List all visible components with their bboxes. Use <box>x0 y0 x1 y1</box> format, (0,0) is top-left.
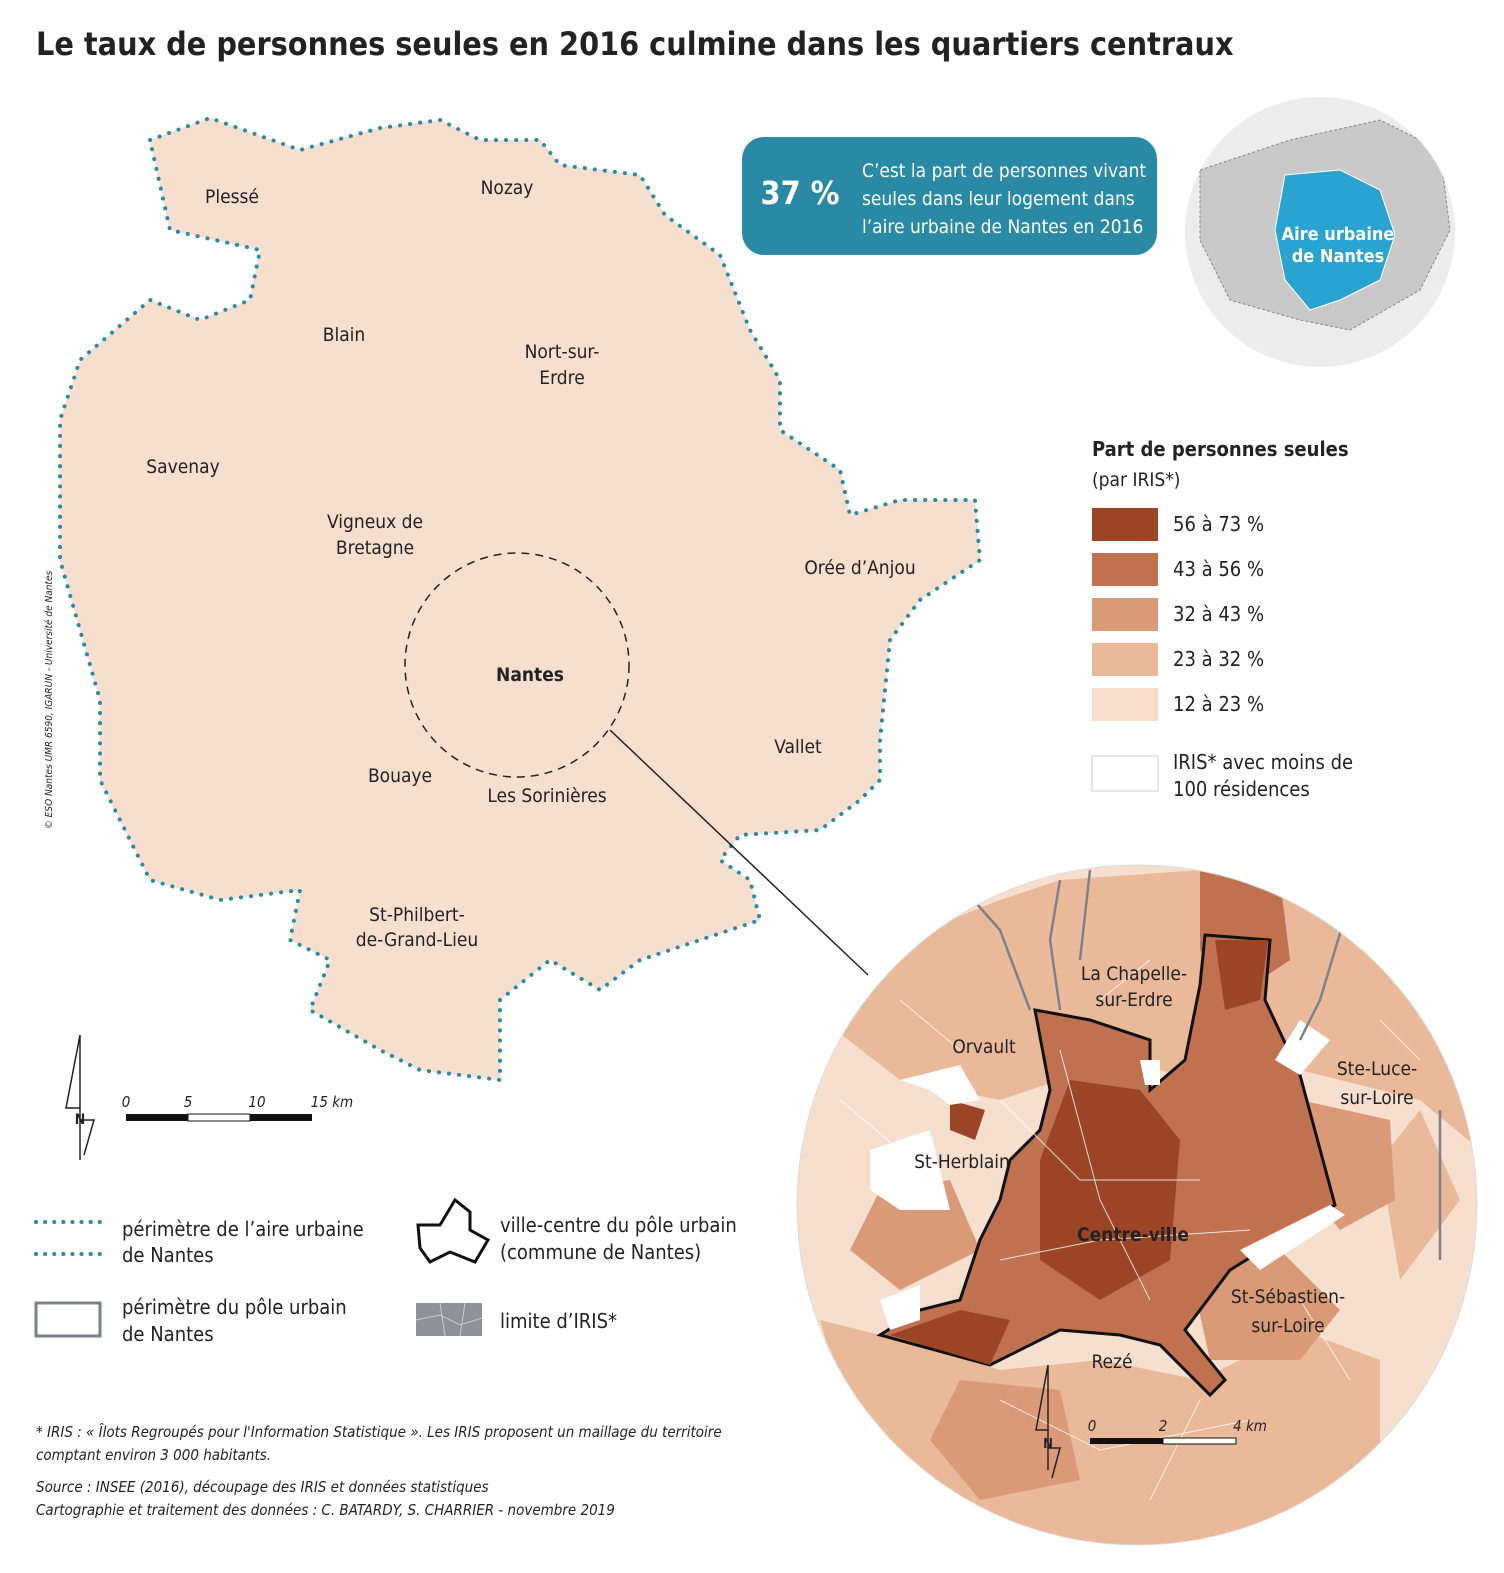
place-label: sur-Loire <box>1251 1315 1324 1337</box>
legend: Part de personnes seules (par IRIS*) IRI… <box>1091 437 1353 801</box>
place-label: Centre-ville <box>1077 1224 1189 1246</box>
zoom-leader <box>609 729 869 976</box>
zoom-map: La Chapelle- sur-Erdre Orvault Ste-Luce-… <box>796 864 1478 1546</box>
scale-label: 15 km <box>311 1093 353 1111</box>
scale-label: 0 <box>122 1093 131 1111</box>
legend-item: de Nantes <box>122 1243 214 1267</box>
place-label: St-Herblain <box>914 1151 1010 1173</box>
locator-label: Aire urbaine <box>1282 224 1395 245</box>
locator-map: Aire urbaine de Nantes <box>1185 97 1455 367</box>
legend-item: (commune de Nantes) <box>500 1240 701 1264</box>
place-label: Erdre <box>539 367 584 389</box>
legend-item: de Nantes <box>122 1322 214 1346</box>
north-arrow: N <box>65 1034 95 1160</box>
legend-item: périmètre du pôle urbain <box>122 1295 347 1319</box>
legend-swatch <box>1092 508 1158 541</box>
north-label: N <box>1043 1437 1053 1452</box>
place-label: Les Sorinières <box>487 785 606 807</box>
legend-swatch <box>1092 643 1158 676</box>
callout: 37 % C’est la part de personnes vivant s… <box>742 137 1157 255</box>
place-label: Orvault <box>952 1036 1016 1058</box>
legend-no-data: 100 résidences <box>1173 777 1310 801</box>
legend-swatch <box>1092 598 1158 631</box>
legend-item: périmètre de l’aire urbaine <box>122 1217 364 1241</box>
place-label: Ste-Luce- <box>1337 1058 1417 1080</box>
place-label: Vallet <box>774 736 822 758</box>
place-label: Blain <box>323 324 366 346</box>
place-label: Nantes <box>496 664 564 686</box>
scale-bar: 0 2 4 km <box>1088 1417 1267 1445</box>
aire-urbaine-border <box>58 116 982 1082</box>
scale-bar: 0 5 10 15 km <box>122 1093 353 1122</box>
scale-label: 2 <box>1159 1417 1168 1435</box>
callout-text: l’aire urbaine de Nantes en 2016 <box>862 216 1143 238</box>
place-label: Savenay <box>146 456 219 478</box>
legend-item: limite d’IRIS* <box>500 1309 617 1333</box>
title: Le taux de personnes seules en 2016 culm… <box>36 25 1234 63</box>
place-label: Bretagne <box>336 537 414 559</box>
place-label: La Chapelle- <box>1081 963 1187 985</box>
scale-label: 0 <box>1088 1417 1097 1435</box>
place-label: Rezé <box>1091 1351 1132 1373</box>
callout-value: 37 % <box>761 174 840 212</box>
north-label: N <box>75 1112 86 1128</box>
legend-label: 43 à 56 % <box>1173 557 1264 581</box>
legend-label: 12 à 23 % <box>1173 692 1264 716</box>
scale-label: 10 <box>248 1093 265 1111</box>
legend-item: ville-centre du pôle urbain <box>500 1213 737 1237</box>
legend-swatch <box>1092 553 1158 586</box>
zoom-circle <box>404 552 630 778</box>
legend-label: 32 à 43 % <box>1173 602 1264 626</box>
legend-subtitle: (par IRIS*) <box>1092 469 1180 491</box>
footnote: comptant environ 3 000 habitants. <box>36 1446 271 1464</box>
map-legend: périmètre de l’aire urbaine de Nantes pé… <box>34 1197 737 1346</box>
place-label: de-Grand-Lieu <box>356 929 478 951</box>
place-label: Nort-sur- <box>525 341 600 363</box>
callout-text: C’est la part de personnes vivant <box>862 160 1146 182</box>
legend-label: 56 à 73 % <box>1173 512 1264 536</box>
scale-label: 4 km <box>1233 1417 1267 1435</box>
place-label: sur-Erdre <box>1095 989 1172 1011</box>
legend-no-data: IRIS* avec moins de <box>1173 750 1353 774</box>
place-label: St-Sébastien- <box>1231 1286 1345 1308</box>
copyright: © ESO Nantes UMR 6590, IGARUN - Universi… <box>43 571 55 830</box>
source: Cartographie et traitement des données :… <box>36 1501 615 1519</box>
place-label: St-Philbert- <box>369 904 465 926</box>
place-label: sur-Loire <box>1340 1087 1413 1109</box>
callout-text: seules dans leur logement dans <box>862 188 1135 210</box>
locator-label: de Nantes <box>1292 246 1385 267</box>
footnote: * IRIS : « Îlots Regroupés pour l'Inform… <box>36 1422 722 1441</box>
legend-swatch <box>1092 688 1158 721</box>
source: Source : INSEE (2016), découpage des IRI… <box>36 1478 489 1496</box>
legend-label: 23 à 32 % <box>1173 647 1264 671</box>
place-label: Plessé <box>205 186 259 208</box>
place-label: Vigneux de <box>327 511 423 533</box>
north-arrow: N <box>1035 1364 1061 1479</box>
legend-title: Part de personnes seules <box>1092 437 1349 461</box>
scale-label: 5 <box>184 1093 193 1111</box>
place-label: Nozay <box>481 177 534 199</box>
main-map: Plessé Nozay Blain Nort-sur- Erdre Saven… <box>43 116 982 1082</box>
place-label: Bouaye <box>368 765 432 787</box>
place-label: Orée d’Anjou <box>804 557 915 579</box>
